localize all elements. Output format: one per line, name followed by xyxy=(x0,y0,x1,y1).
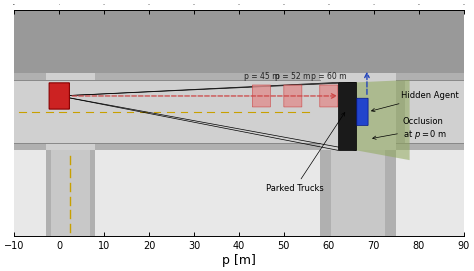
Bar xyxy=(385,150,396,236)
Polygon shape xyxy=(356,80,410,160)
Text: p = 45 m: p = 45 m xyxy=(244,72,279,81)
Bar xyxy=(14,143,464,150)
FancyBboxPatch shape xyxy=(49,83,69,109)
Bar xyxy=(46,150,51,236)
X-axis label: p [m]: p [m] xyxy=(222,254,256,267)
Bar xyxy=(320,150,331,236)
FancyBboxPatch shape xyxy=(252,85,270,107)
Bar xyxy=(338,82,356,150)
Bar xyxy=(396,73,405,150)
Bar xyxy=(14,73,464,150)
Bar xyxy=(14,10,464,73)
Text: p = 60 m: p = 60 m xyxy=(311,72,346,81)
FancyBboxPatch shape xyxy=(284,85,302,107)
Text: Hidden Agent: Hidden Agent xyxy=(372,91,458,112)
Bar xyxy=(90,150,95,236)
Bar xyxy=(320,150,396,236)
Bar xyxy=(320,73,396,80)
Bar xyxy=(46,143,95,150)
Bar xyxy=(46,73,95,80)
Bar xyxy=(46,150,95,236)
Bar xyxy=(396,150,464,236)
FancyBboxPatch shape xyxy=(357,98,368,125)
Bar xyxy=(320,143,396,150)
FancyBboxPatch shape xyxy=(320,85,338,107)
Text: Occlusion
at $p = 0$ m: Occlusion at $p = 0$ m xyxy=(373,117,447,141)
Bar xyxy=(14,150,464,236)
Text: Parked Trucks: Parked Trucks xyxy=(266,112,345,193)
Text: p = 52 m: p = 52 m xyxy=(275,72,310,81)
Bar xyxy=(14,73,464,80)
